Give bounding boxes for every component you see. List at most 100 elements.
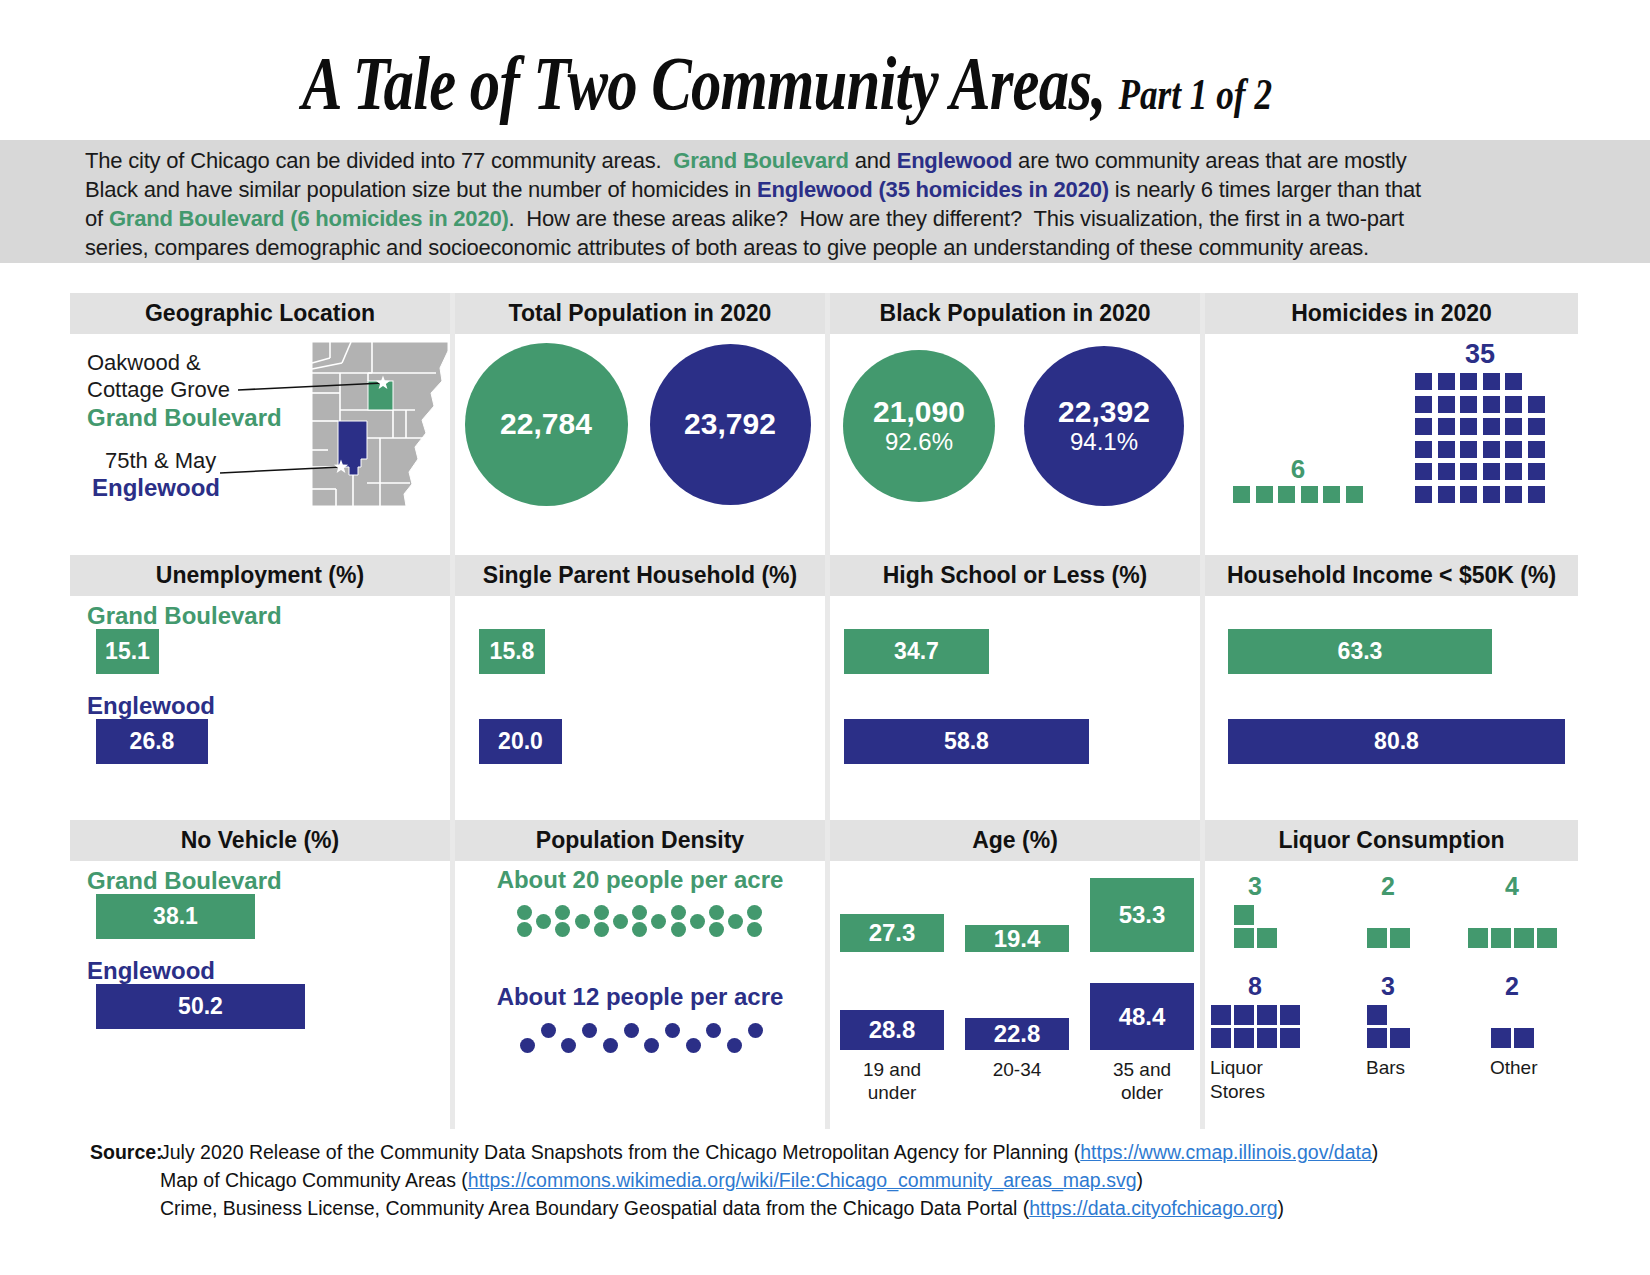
- source-line-1: July 2020 Release of the Community Data …: [160, 1141, 1378, 1164]
- source-link[interactable]: https://data.cityofchicago.org: [1029, 1197, 1277, 1219]
- source-link[interactable]: https://commons.wikimedia.org/wiki/File:…: [468, 1169, 1137, 1191]
- homicide-square-blue: [1483, 441, 1500, 458]
- homicide-square-blue: [1505, 396, 1522, 413]
- panel-title-homicides-in-2020: Homicides in 2020: [1205, 293, 1578, 334]
- density-dot-green: [651, 914, 666, 929]
- liquor-square: [1514, 928, 1534, 948]
- liquor-square: [1234, 905, 1254, 925]
- bar-englewood: 50.2: [96, 984, 305, 1029]
- density-dot-green: [671, 905, 686, 920]
- panel-divider-3: [1200, 293, 1205, 1129]
- bar-label-englewood: Englewood: [87, 692, 215, 720]
- density-dot-green: [536, 914, 551, 929]
- liquor-count-en-1: 3: [1348, 972, 1428, 1001]
- density-dot-green: [709, 922, 724, 937]
- circle-value: 21,090: [873, 396, 965, 428]
- homicides-count-englewood: 35: [1450, 339, 1510, 370]
- panel-title-no-vehicle-: No Vehicle (%): [70, 820, 450, 861]
- homicide-square-blue: [1415, 486, 1432, 503]
- density-dot-green: [747, 905, 762, 920]
- homicide-square-blue: [1528, 486, 1545, 503]
- density-dot-blue: [727, 1038, 742, 1053]
- homicide-square-green: [1233, 486, 1250, 503]
- panel-divider-2: [825, 293, 830, 1129]
- liquor-square: [1390, 1028, 1410, 1048]
- density-label-englewood: About 12 people per acre: [455, 983, 825, 1011]
- homicide-square-green: [1301, 486, 1318, 503]
- age-bar-en-1: 22.8: [965, 1018, 1069, 1050]
- circle-value: 22,392: [1058, 396, 1150, 428]
- bar-label-englewood: Englewood: [87, 957, 215, 985]
- panel-title-single-parent-household-: Single Parent Household (%): [455, 555, 825, 596]
- homicide-square-blue: [1438, 373, 1455, 390]
- homicide-square-blue: [1505, 486, 1522, 503]
- age-category-label-0: 19 and under: [847, 1058, 937, 1104]
- panel-title-age-: Age (%): [830, 820, 1200, 861]
- circle-value: 22,784: [500, 408, 592, 440]
- liquor-square: [1390, 928, 1410, 948]
- density-dot-blue: [644, 1038, 659, 1053]
- age-category-label-2: 35 and older: [1097, 1058, 1187, 1104]
- density-dot-blue: [706, 1023, 721, 1038]
- density-dot-blue: [541, 1023, 556, 1038]
- age-bar-gb-1: 19.4: [965, 925, 1069, 952]
- homicide-square-blue: [1415, 441, 1432, 458]
- homicide-square-blue: [1438, 463, 1455, 480]
- homicide-square-blue: [1528, 463, 1545, 480]
- page-title-part: Part 1 of 2: [1118, 70, 1272, 119]
- liquor-square: [1491, 1028, 1511, 1048]
- homicide-square-blue: [1483, 418, 1500, 435]
- panel-title-black-population-in-2020: Black Population in 2020: [830, 293, 1200, 334]
- liquor-square: [1514, 1028, 1534, 1048]
- population-circle-total-englewood: 23,792: [650, 344, 811, 505]
- homicide-square-blue: [1460, 463, 1477, 480]
- density-dot-blue: [561, 1038, 576, 1053]
- homicide-square-green: [1256, 486, 1273, 503]
- age-bar-gb-0: 27.3: [840, 914, 944, 952]
- bar-grand-boulevard: 34.7: [844, 629, 989, 674]
- panel-title-high-school-or-less-: High School or Less (%): [830, 555, 1200, 596]
- homicide-square-blue: [1460, 418, 1477, 435]
- homicide-square-blue: [1505, 463, 1522, 480]
- liquor-square: [1468, 928, 1488, 948]
- bar-englewood: 58.8: [844, 719, 1089, 764]
- circle-percent: 92.6%: [885, 428, 953, 456]
- homicide-square-blue: [1438, 418, 1455, 435]
- liquor-category-label-0: Liquor Stores: [1210, 1056, 1290, 1104]
- liquor-square: [1257, 1005, 1277, 1025]
- liquor-square: [1367, 1005, 1387, 1025]
- homicide-square-blue: [1460, 396, 1477, 413]
- intro-line-2: Black and have similar population size b…: [85, 177, 1421, 203]
- age-bar-en-0: 28.8: [840, 1010, 944, 1050]
- homicides-count-grand-boulevard: 6: [1268, 454, 1328, 485]
- homicide-square-green: [1278, 486, 1295, 503]
- liquor-square: [1367, 928, 1387, 948]
- bar-englewood: 20.0: [479, 719, 562, 764]
- homicide-square-blue: [1528, 396, 1545, 413]
- bar-label-grand-boulevard: Grand Boulevard: [87, 867, 282, 895]
- liquor-category-label-2: Other: [1490, 1056, 1570, 1080]
- homicide-square-green: [1346, 486, 1363, 503]
- homicide-square-blue: [1528, 418, 1545, 435]
- liquor-square: [1367, 1028, 1387, 1048]
- bar-grand-boulevard: 15.8: [479, 629, 545, 674]
- liquor-count-en-0: 8: [1215, 972, 1295, 1001]
- intro-line-1: The city of Chicago can be divided into …: [85, 148, 1406, 174]
- bar-englewood: 80.8: [1228, 719, 1565, 764]
- bar-englewood: 26.8: [96, 719, 208, 764]
- density-dot-green: [728, 914, 743, 929]
- liquor-square: [1211, 1005, 1231, 1025]
- age-bar-en-2: 48.4: [1090, 983, 1194, 1050]
- density-dot-green: [555, 905, 570, 920]
- density-dot-green: [594, 905, 609, 920]
- homicide-square-blue: [1438, 396, 1455, 413]
- homicide-square-blue: [1483, 463, 1500, 480]
- density-dot-blue: [624, 1023, 639, 1038]
- homicide-square-blue: [1460, 441, 1477, 458]
- homicide-square-blue: [1460, 486, 1477, 503]
- bar-grand-boulevard: 15.1: [96, 629, 159, 674]
- source-link[interactable]: https://www.cmap.illinois.gov/data: [1080, 1141, 1372, 1163]
- bar-grand-boulevard: 38.1: [96, 894, 255, 939]
- homicide-square-blue: [1483, 396, 1500, 413]
- bar-grand-boulevard: 63.3: [1228, 629, 1492, 674]
